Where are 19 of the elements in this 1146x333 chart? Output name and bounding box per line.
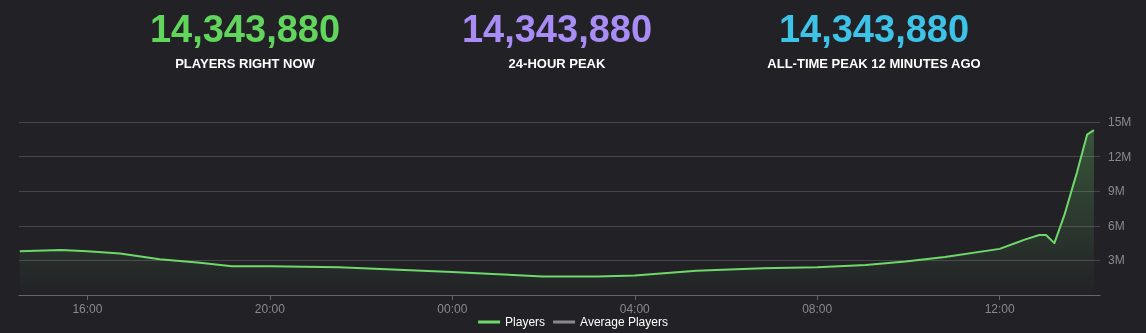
- y-tick-label: 15M: [1108, 115, 1132, 129]
- y-tick-label: 12M: [1108, 149, 1132, 164]
- x-tick-label: 00:00: [437, 302, 468, 316]
- category-label: 24-HOUR PEAK: [507, 56, 607, 71]
- category-label: PLAYERS RIGHT NOW: [174, 56, 316, 71]
- text: 14,343,880: [461, 8, 653, 50]
- text: 14,343,880: [778, 8, 970, 50]
- x-tick-label: 20:00: [254, 302, 286, 316]
- y-tick-label: 3M: [1108, 253, 1125, 268]
- legend-label: Average Players: [580, 315, 668, 329]
- x-tick-label: 16:00: [72, 302, 103, 316]
- y-tick-label: 9M: [1108, 184, 1125, 199]
- x-tick-label: 12:00: [984, 302, 1015, 316]
- x-tick-label: 08:00: [802, 302, 833, 316]
- x-tick-label: 04:00: [619, 302, 651, 316]
- category-label: ALL-TIME PEAK 12 MINUTES AGO: [766, 56, 982, 71]
- text: 14,343,880: [149, 8, 341, 50]
- legend-label: Players: [505, 315, 546, 329]
- y-tick-label: 6M: [1108, 218, 1125, 233]
